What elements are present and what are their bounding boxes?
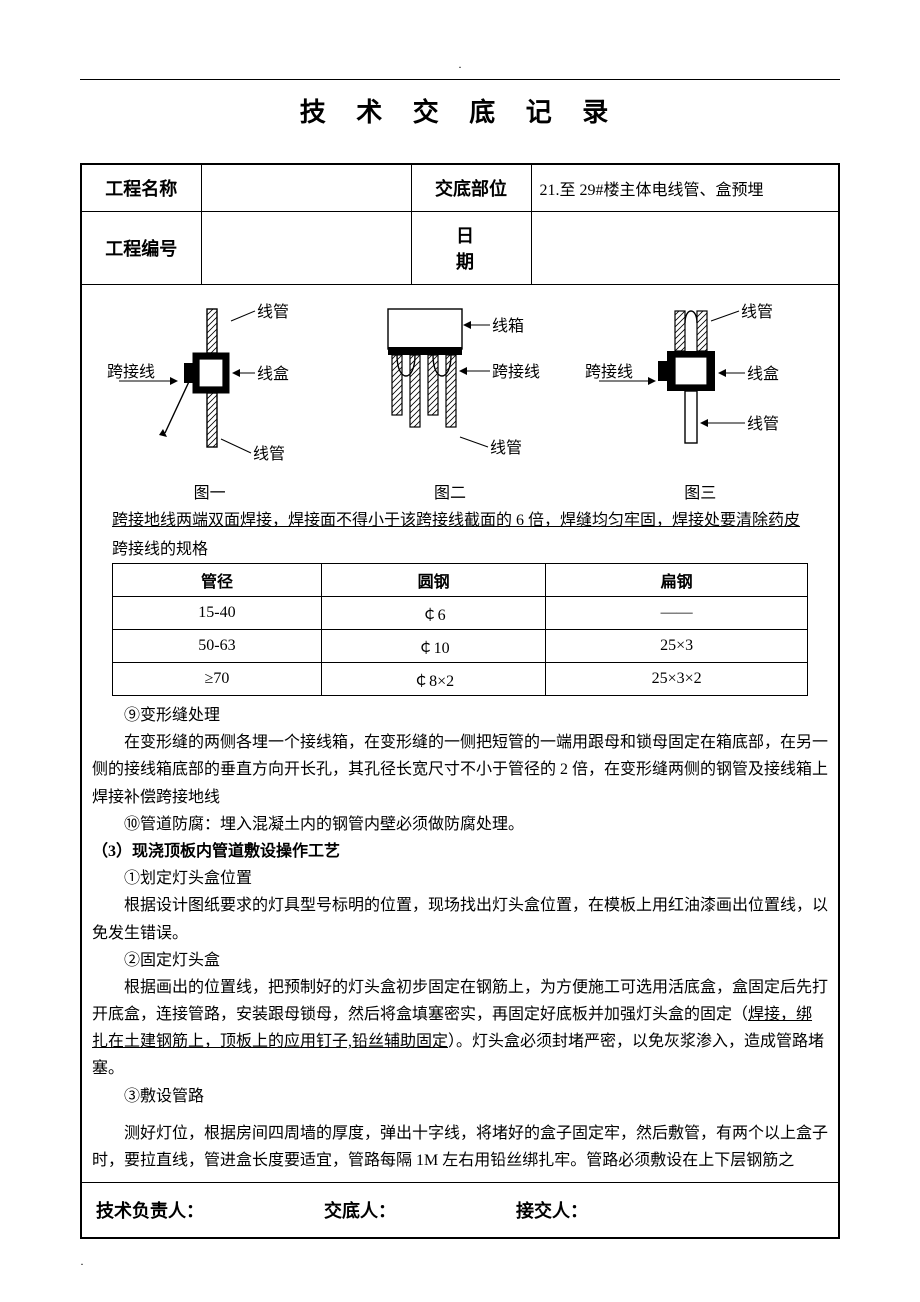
fig1-lbl-left: 跨接线 — [107, 363, 155, 381]
fig2-lbl-bottom: 线管 — [490, 439, 522, 457]
fig1-lbl-right: 线盒 — [257, 365, 289, 383]
project-name-label: 工程名称 — [81, 164, 201, 212]
table-row: 15-40 ￠6 —— — [113, 597, 808, 630]
s3-head: ③敷设管路 — [92, 1083, 828, 1110]
top-rule — [80, 79, 840, 80]
page-title: 技 术 交 底 记 录 — [80, 92, 840, 129]
body-cell: 线管 线盒 跨接线 线管 图一 — [81, 285, 839, 1183]
s1-body: 根据设计图纸要求的灯具型号标明的位置，现场找出灯头盒位置，在模板上用红油漆画出位… — [92, 892, 828, 946]
spec-table: 管径 圆钢 扁钢 15-40 ￠6 —— 50-63 ￠10 — [112, 563, 808, 696]
fig1-lbl-top: 线管 — [257, 303, 289, 321]
anticorr: ⑩管道防腐：埋入混凝土内的钢管内壁必须做防腐处理。 — [92, 811, 828, 838]
date-value — [531, 212, 839, 285]
spec-title: 跨接线的规格 — [112, 535, 808, 559]
table-row: ≥70 ￠8×2 25×3×2 — [113, 663, 808, 696]
fig1-caption: 图一 — [105, 479, 315, 503]
s2-body-a: 根据画出的位置线，把预制好的灯头盒初步固定在钢筋上，为方便施工可选用活底盒，盒固… — [92, 979, 828, 1023]
fig3-lbl-right-mid: 线盒 — [747, 365, 779, 383]
diagram-2: 线箱 跨接线 线管 图二 — [340, 303, 560, 503]
project-name-value — [201, 164, 411, 212]
main-table: 工程名称 交底部位 21.至 29#楼主体电线管、盒预埋 工程编号 日 期 — [80, 163, 840, 1239]
page-dot-top: · — [80, 60, 840, 75]
project-number-label: 工程编号 — [81, 212, 201, 285]
s2-head: ②固定灯头盒 — [92, 947, 828, 974]
disclosure-part-label: 交底部位 — [411, 164, 531, 212]
date-label: 日 期 — [411, 212, 531, 285]
deform-body: 在变形缝的两侧各埋一个接线箱，在变形缝的一侧把短管的一端用跟母和锁母固定在箱底部… — [92, 729, 828, 811]
fig1-lbl-bottom: 线管 — [253, 445, 285, 463]
footer-cell: 技术负责人： 交底人： 接交人： — [81, 1183, 839, 1239]
header-row-1: 工程名称 交底部位 21.至 29#楼主体电线管、盒预埋 — [81, 164, 839, 212]
page-dot-bottom: · — [80, 1257, 84, 1272]
diagram-1: 线管 线盒 跨接线 线管 图一 — [105, 303, 315, 503]
spec-cell: —— — [546, 597, 808, 630]
header-row-2: 工程编号 日 期 — [81, 212, 839, 285]
fig2-lbl-mid: 跨接线 — [492, 363, 540, 381]
s1-head: ①划定灯头盒位置 — [92, 865, 828, 892]
spec-th-0: 管径 — [113, 564, 322, 597]
body-row: 线管 线盒 跨接线 线管 图一 — [81, 285, 839, 1183]
fig3-lbl-top: 线管 — [741, 303, 773, 321]
spec-cell: 25×3×2 — [546, 663, 808, 696]
diagram-3: 线管 跨接线 线盒 线管 图三 — [585, 303, 815, 503]
fig3-lbl-left: 跨接线 — [585, 363, 633, 381]
fig2-lbl-top: 线箱 — [492, 317, 524, 335]
fig3-lbl-right-bot: 线管 — [747, 415, 779, 433]
spec-cell: 15-40 — [113, 597, 322, 630]
spec-cell: ≥70 — [113, 663, 322, 696]
deform-head: ⑨变形缝处理 — [92, 702, 828, 729]
section3-head: （3）现浇顶板内管道敷设操作工艺 — [92, 838, 828, 865]
spec-cell: 25×3 — [546, 630, 808, 663]
tech-lead-label: 技术负责人： — [96, 1197, 204, 1223]
spec-cell: 50-63 — [113, 630, 322, 663]
table-row: 50-63 ￠10 25×3 — [113, 630, 808, 663]
project-number-value — [201, 212, 411, 285]
fig3-caption: 图三 — [585, 479, 815, 503]
spec-th-1: 圆钢 — [321, 564, 545, 597]
receiver-label: 接交人： — [516, 1197, 588, 1223]
spec-th-2: 扁钢 — [546, 564, 808, 597]
footer-row: 技术负责人： 交底人： 接交人： — [81, 1183, 839, 1239]
spec-cell: ￠8×2 — [321, 663, 545, 696]
disclosure-part-value: 21.至 29#楼主体电线管、盒预埋 — [531, 164, 839, 212]
spec-cell: ￠6 — [321, 597, 545, 630]
underline-note: 跨接地线两端双面焊接，焊接面不得小于该跨接线截面的 6 倍，焊缝均匀牢固，焊接处… — [112, 509, 808, 533]
s2-body: 根据画出的位置线，把预制好的灯头盒初步固定在钢筋上，为方便施工可选用活底盒，盒固… — [92, 974, 828, 1083]
diagrams-row: 线管 线盒 跨接线 线管 图一 — [92, 303, 828, 503]
s3-body: 测好灯位，根据房间四周墙的厚度，弹出十字线，将堵好的盒子固定牢，然后敷管，有两个… — [92, 1120, 828, 1174]
fig2-caption: 图二 — [340, 479, 560, 503]
discloser-label: 交底人： — [324, 1197, 396, 1223]
spec-cell: ￠10 — [321, 630, 545, 663]
